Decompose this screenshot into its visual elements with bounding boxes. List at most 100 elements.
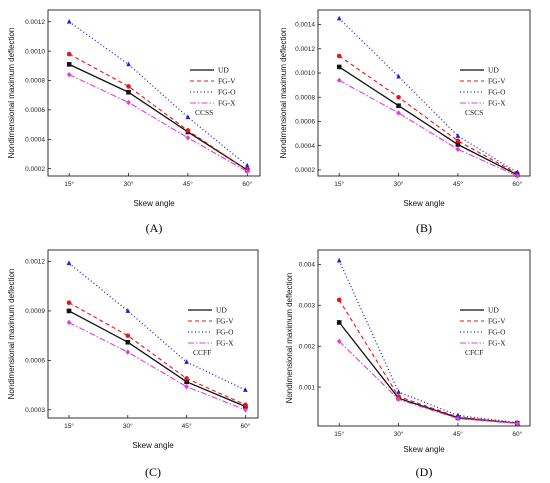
boundary-condition-label: CSCS (465, 108, 483, 117)
data-point-fg-v (336, 297, 342, 303)
data-point-fg-x (66, 71, 72, 78)
x-tick-label: 15° (64, 422, 74, 430)
panel-caption: (A) (146, 221, 163, 235)
y-tick-label: 0.0006 (25, 107, 45, 114)
chart-panel-4: 0.001 0.002 0.003 0.004 15° 30° 45° 60° Skew ang… (285, 249, 531, 479)
y-tick-label: 0.0004 (25, 136, 45, 143)
legend-label: FG-O (218, 88, 236, 97)
data-point-ud (455, 142, 461, 147)
data-point-ud (184, 379, 189, 385)
data-point-fg-v (66, 300, 72, 306)
y-tick-label: 0.0008 (295, 94, 315, 101)
data-point-fg-v (243, 402, 248, 408)
y-tick-label: 0.003 (299, 302, 316, 309)
data-point-fg-x (184, 384, 189, 390)
data-point-fg-x (514, 173, 520, 179)
data-point-fg-o (336, 257, 342, 263)
series-line-fg-x (338, 340, 518, 425)
y-tick-label: 0.0010 (295, 70, 315, 77)
boundary-condition-label: CFCF (465, 348, 483, 357)
data-point-fg-x (396, 110, 401, 116)
x-tick-label: 45° (453, 430, 463, 438)
x-tick-label: 60° (240, 422, 250, 430)
data-point-fg-o (66, 260, 72, 266)
x-tick-label: 15° (334, 180, 344, 188)
data-point-ud (125, 339, 131, 345)
data-point-fg-x (126, 99, 131, 106)
y-tick-label: 0.0010 (25, 48, 45, 55)
y-axis-title: Nondimensional maximum deflection (7, 269, 16, 400)
x-tick-label: 60° (242, 180, 252, 188)
data-point-fg-o (455, 412, 461, 418)
data-point-fg-x (66, 319, 72, 326)
legend-label: FG-X (216, 339, 234, 348)
y-tick-label: 0.002 (299, 343, 316, 350)
data-point-fg-o (66, 18, 72, 24)
boundary-condition-label: CCSS (195, 108, 213, 117)
series-line-fg-v (338, 299, 518, 424)
panel-caption: (B) (416, 221, 432, 235)
y-tick-label: 0.0003 (25, 407, 45, 414)
y-tick-label: 0.0002 (25, 166, 45, 173)
legend-label: FG-X (488, 339, 506, 348)
y-axis-title: Nondimensional maximum deflection (7, 28, 16, 159)
data-point-fg-o (125, 308, 131, 313)
data-point-fg-v (396, 94, 401, 100)
y-tick-label: 0.0012 (25, 19, 45, 26)
panel-caption: (C) (145, 465, 161, 479)
data-point-fg-o (514, 169, 520, 175)
data-point-fg-x (514, 420, 520, 427)
legend-label: UD (488, 66, 499, 75)
data-point-fg-o (243, 387, 248, 392)
x-tick-label: 60° (512, 180, 522, 188)
y-tick-label: 0.0012 (295, 46, 315, 53)
legend-label: FG-X (218, 99, 236, 108)
data-point-fg-v (184, 376, 189, 381)
legend-label: UD (488, 306, 499, 315)
data-point-fg-v (185, 128, 191, 133)
y-axis-title: Nondimensional maximum deflection (285, 273, 294, 404)
chart-panel-3: 0.0003 0.0006 0.0009 0.0012 15° 30° 45° 60° Skew… (7, 249, 259, 479)
data-point-ud (336, 64, 342, 70)
x-tick-label: 15° (334, 430, 344, 438)
series-line-fg-o (68, 262, 246, 391)
legend-label: FG-O (216, 328, 234, 337)
x-axis-title: Skew angle (133, 199, 175, 208)
chart-panel-1: 0.0002 0.0004 0.0006 0.0008 0.0010 0.0012 15° 3… (7, 9, 261, 235)
series-line-fg-v (68, 53, 248, 171)
series-line-fg-v (338, 55, 518, 175)
series-line-ud (68, 63, 248, 171)
y-tick-label: 0.004 (299, 262, 316, 269)
data-point-fg-x (243, 407, 248, 413)
series-line-ud (338, 321, 518, 424)
boundary-condition-label: CCFF (193, 348, 211, 357)
plot-frame (317, 9, 531, 177)
x-axis-title: Skew angle (403, 445, 445, 454)
data-point-fg-x (336, 77, 342, 83)
plot-frame (47, 249, 259, 419)
x-tick-label: 30° (394, 430, 404, 438)
data-point-fg-o (126, 61, 131, 67)
data-point-fg-o (396, 73, 401, 79)
x-tick-label: 45° (182, 422, 192, 430)
legend-label: FG-O (488, 88, 506, 97)
x-tick-label: 30° (123, 422, 133, 430)
legend-label: FG-X (488, 99, 506, 108)
legend-label: FG-V (488, 317, 506, 326)
legend-label: UD (216, 306, 227, 315)
y-tick-label: 0.0006 (295, 119, 315, 126)
y-tick-label: 0.0006 (25, 358, 45, 365)
data-point-ud (66, 308, 72, 314)
y-tick-label: 0.0008 (25, 78, 45, 85)
data-point-fg-v (66, 51, 72, 57)
data-point-fg-v (125, 333, 131, 338)
y-tick-label: 0.0002 (295, 167, 315, 174)
y-tick-label: 0.001 (299, 384, 316, 391)
panel-caption: (D) (416, 465, 433, 479)
data-point-fg-v (336, 53, 342, 59)
series-line-fg-x (68, 322, 246, 411)
legend-label: FG-V (218, 77, 236, 86)
data-point-ud (396, 103, 401, 109)
data-point-ud (336, 320, 342, 325)
